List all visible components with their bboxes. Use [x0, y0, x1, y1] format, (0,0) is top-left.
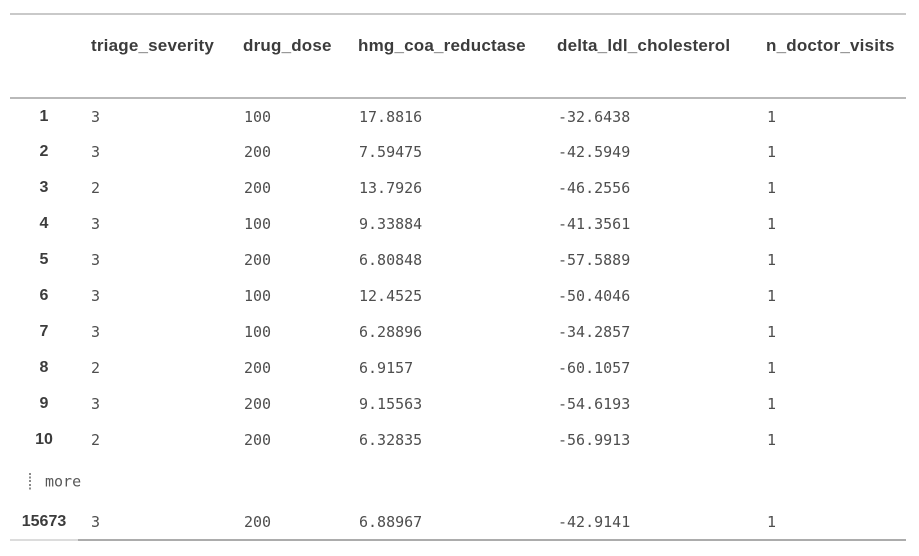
- row-index: 6: [39, 287, 49, 304]
- cell: 17.8816: [359, 107, 423, 126]
- corner-cell: [10, 14, 78, 99]
- cell: 2: [91, 179, 101, 197]
- column-header-n-doctor-visits: n_doctor_visits: [766, 14, 906, 99]
- cell: 3: [91, 395, 101, 413]
- cell: 6.80848: [359, 251, 423, 269]
- cell: -41.3561: [558, 215, 631, 233]
- cell: 1: [767, 431, 777, 449]
- row-index: 2: [39, 143, 49, 160]
- table-row: 2 3 200 7.59475 -42.5949 1: [10, 134, 906, 170]
- table-row: 5 3 200 6.80848 -57.5889 1: [10, 242, 906, 278]
- row-index: 8: [39, 359, 49, 376]
- cell: -56.9913: [558, 431, 631, 449]
- table-row: 7 3 100 6.28896 -34.2857 1: [10, 314, 906, 350]
- cell: 200: [244, 395, 272, 413]
- data-table: triage_severity drug_dose hmg_coa_reduct…: [10, 13, 906, 541]
- row-index: 9: [39, 395, 49, 412]
- row-index: 3: [39, 179, 49, 196]
- cell: 9.15563: [359, 395, 423, 413]
- cell: 100: [244, 215, 272, 233]
- cell: 200: [244, 179, 272, 197]
- cell: -57.5889: [558, 251, 631, 269]
- row-index: 10: [35, 431, 53, 448]
- cell: 200: [244, 431, 272, 449]
- cell: 6.9157: [359, 359, 414, 377]
- cell: 200: [244, 251, 272, 269]
- cell: 1: [767, 215, 777, 233]
- cell: 6.28896: [359, 323, 423, 341]
- cell: -46.2556: [558, 179, 631, 197]
- vertical-ellipsis-icon: [29, 472, 31, 490]
- cell: 6.88967: [358, 504, 557, 541]
- cell: 3: [78, 504, 243, 541]
- cell: 3: [91, 107, 101, 126]
- cell: 1: [767, 287, 777, 305]
- cell: -32.6438: [558, 107, 631, 126]
- table-row: 4 3 100 9.33884 -41.3561 1: [10, 206, 906, 242]
- row-index: 7: [39, 323, 49, 340]
- cell: 1: [767, 179, 777, 197]
- cell: 9.33884: [359, 215, 423, 233]
- table-body: 1 3 100 17.8816 -32.6438 1 2 3 200 7.594…: [10, 98, 906, 541]
- cell: -42.5949: [558, 143, 631, 161]
- row-index: 4: [39, 215, 49, 232]
- column-header-delta-ldl-cholesterol: delta_ldl_cholesterol: [557, 14, 766, 99]
- cell: 13.7926: [359, 179, 423, 197]
- row-index: 15673: [10, 504, 78, 541]
- row-index: 5: [39, 251, 49, 268]
- cell: 100: [244, 287, 272, 305]
- cell: 2: [91, 431, 101, 449]
- cell: 1: [767, 143, 777, 161]
- row-index: 1: [39, 107, 49, 125]
- cell: 200: [243, 504, 358, 541]
- table-row: 1 3 100 17.8816 -32.6438 1: [10, 98, 906, 134]
- cell: 1: [767, 107, 777, 126]
- more-label: more: [45, 472, 82, 491]
- table-row: 3 2 200 13.7926 -46.2556 1: [10, 170, 906, 206]
- cell: 3: [91, 251, 101, 269]
- column-header-hmg-coa-reductase: hmg_coa_reductase: [358, 14, 557, 99]
- cell: 100: [244, 323, 272, 341]
- cell: 3: [91, 287, 101, 305]
- cell: 1: [766, 504, 906, 541]
- table-header: triage_severity drug_dose hmg_coa_reduct…: [10, 14, 906, 99]
- cell: 200: [244, 359, 272, 377]
- cell: 12.4525: [359, 287, 423, 305]
- table-row: 6 3 100 12.4525 -50.4046 1: [10, 278, 906, 314]
- table-row: 10 2 200 6.32835 -56.9913 1: [10, 422, 906, 458]
- cell: 3: [91, 143, 101, 161]
- cell: 7.59475: [359, 143, 423, 161]
- table-row: 9 3 200 9.15563 -54.6193 1: [10, 386, 906, 422]
- more-row[interactable]: more: [10, 458, 906, 504]
- cell: -34.2857: [558, 323, 631, 341]
- cell: -50.4046: [558, 287, 631, 305]
- column-header-drug-dose: drug_dose: [243, 14, 358, 99]
- cell: 3: [91, 323, 101, 341]
- cell: -54.6193: [558, 395, 631, 413]
- cell: -60.1057: [558, 359, 631, 377]
- cell: 200: [244, 143, 272, 161]
- column-header-triage-severity: triage_severity: [78, 14, 243, 99]
- table-row-last: 15673 3 200 6.88967 -42.9141 1: [10, 504, 906, 541]
- cell: -42.9141: [557, 504, 766, 541]
- cell: 1: [767, 359, 777, 377]
- cell: 2: [91, 359, 101, 377]
- cell: 1: [767, 395, 777, 413]
- cell: 1: [767, 251, 777, 269]
- cell: 100: [244, 107, 272, 126]
- cell: 1: [767, 323, 777, 341]
- cell: 6.32835: [359, 431, 423, 449]
- cell: 3: [91, 215, 101, 233]
- table-row: 8 2 200 6.9157 -60.1057 1: [10, 350, 906, 386]
